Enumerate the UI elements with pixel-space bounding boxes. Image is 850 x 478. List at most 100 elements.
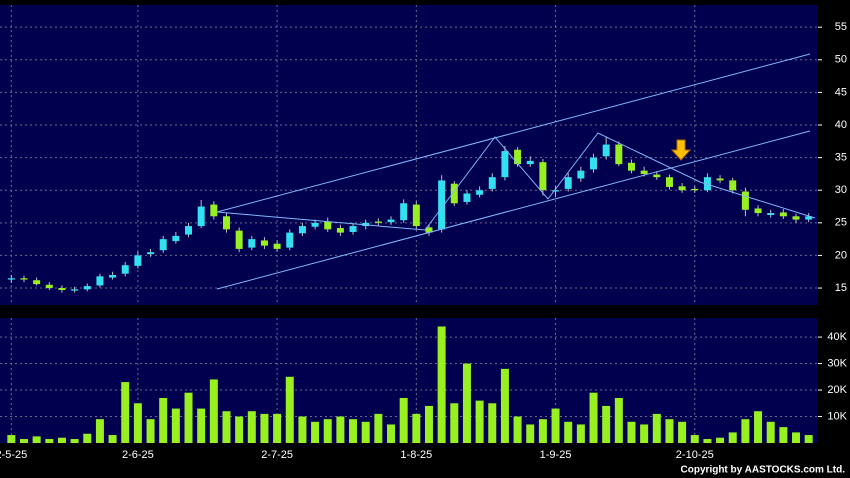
y-tick-label: 10K bbox=[827, 410, 847, 422]
candle-body bbox=[286, 232, 294, 248]
candle-body bbox=[134, 255, 142, 266]
candle-body bbox=[653, 174, 661, 178]
y-tick-label: 15 bbox=[835, 282, 847, 294]
candle-body bbox=[159, 239, 167, 251]
candle-body bbox=[779, 212, 787, 217]
candle-body bbox=[514, 149, 522, 165]
volume-bar bbox=[387, 424, 396, 443]
candle-body bbox=[45, 284, 53, 289]
candle-body bbox=[185, 226, 193, 235]
volume-bar bbox=[336, 416, 345, 443]
candle-body bbox=[463, 193, 471, 202]
volume-bar bbox=[627, 421, 636, 443]
volume-bar bbox=[298, 416, 307, 443]
candle-body bbox=[349, 226, 357, 232]
candle-body bbox=[805, 216, 813, 220]
volume-bar bbox=[488, 403, 497, 443]
volume-bar bbox=[184, 392, 193, 443]
volume-bar bbox=[374, 413, 383, 443]
candle-body bbox=[640, 170, 648, 174]
volume-bar bbox=[273, 413, 282, 443]
volume-bar bbox=[703, 439, 712, 443]
y-tick-label: 25 bbox=[835, 217, 847, 229]
volume-bar bbox=[311, 421, 320, 443]
volume-bar bbox=[285, 376, 294, 443]
candle-body bbox=[324, 221, 332, 230]
y-tick-label: 20K bbox=[827, 384, 847, 396]
volume-bar bbox=[450, 403, 459, 443]
candle-body bbox=[336, 228, 344, 233]
zigzag bbox=[216, 132, 816, 231]
volume-bar bbox=[247, 411, 256, 443]
volume-bar bbox=[146, 419, 155, 443]
volume-bar bbox=[551, 408, 560, 443]
candle-body bbox=[767, 213, 775, 215]
volume-bar bbox=[32, 436, 41, 443]
volume-bar bbox=[741, 419, 750, 443]
volume-bar bbox=[640, 424, 649, 443]
y-tick-label: 40 bbox=[835, 119, 847, 131]
candle-body bbox=[412, 204, 420, 227]
volume-bar bbox=[121, 382, 130, 443]
annotations bbox=[216, 53, 816, 290]
volume-bar bbox=[209, 379, 218, 443]
candle-body bbox=[488, 177, 496, 189]
volume-bar bbox=[538, 419, 547, 443]
candle-body bbox=[374, 221, 382, 223]
volume-bar bbox=[57, 437, 66, 443]
volume-bar bbox=[665, 419, 674, 443]
x-tick-label: 1-8-25 bbox=[400, 449, 432, 461]
volume-bar bbox=[95, 419, 104, 443]
candle-body bbox=[96, 276, 104, 286]
volume-bar bbox=[462, 363, 471, 443]
candle-body bbox=[311, 222, 319, 227]
candle-body bbox=[121, 265, 129, 274]
candle-body bbox=[109, 275, 117, 278]
channel-upper bbox=[216, 53, 811, 213]
candle-body bbox=[703, 177, 711, 191]
volume-bar bbox=[690, 435, 699, 443]
volume-bar bbox=[614, 397, 623, 443]
candle-body bbox=[552, 190, 560, 192]
x-tick-label: 2-6-25 bbox=[122, 449, 154, 461]
volume-bar bbox=[526, 424, 535, 443]
volume-bar bbox=[766, 421, 775, 443]
marks bbox=[0, 26, 818, 443]
volume-bar bbox=[513, 416, 522, 443]
candle-body bbox=[539, 162, 547, 191]
candle-body bbox=[248, 239, 256, 248]
candle-body bbox=[590, 157, 598, 170]
candle-body bbox=[729, 180, 737, 191]
candle-body bbox=[792, 216, 800, 220]
volume-bar bbox=[108, 435, 117, 443]
candle-body bbox=[298, 226, 306, 234]
volume-bar bbox=[716, 437, 725, 443]
candle-body bbox=[425, 227, 433, 233]
x-tick-label: 2-5-25 bbox=[0, 449, 27, 461]
volume-bar bbox=[412, 413, 421, 443]
volume-bar bbox=[564, 421, 573, 443]
candle-body bbox=[210, 204, 218, 217]
y-tick-label: 35 bbox=[835, 152, 847, 164]
volume-bar bbox=[19, 439, 28, 443]
arrow-marker bbox=[670, 139, 692, 161]
candle-body bbox=[172, 235, 180, 242]
candle-body bbox=[197, 206, 205, 227]
y-tick-label: 30K bbox=[827, 357, 847, 369]
candle-body bbox=[577, 170, 585, 179]
candle-body bbox=[400, 203, 408, 221]
volume-bar bbox=[424, 405, 433, 443]
volume-bar bbox=[260, 413, 269, 443]
y-tick-label: 30 bbox=[835, 184, 847, 196]
y-tick-label: 40K bbox=[827, 331, 847, 343]
volume-bar bbox=[159, 397, 168, 443]
volume-bar bbox=[602, 405, 611, 443]
candle-body bbox=[33, 280, 41, 285]
volume-bar bbox=[399, 397, 408, 443]
candle-body bbox=[615, 144, 623, 165]
volume-bar bbox=[70, 439, 79, 443]
candle-body bbox=[678, 186, 686, 191]
candle-body bbox=[754, 208, 762, 214]
candle-body bbox=[602, 144, 610, 157]
